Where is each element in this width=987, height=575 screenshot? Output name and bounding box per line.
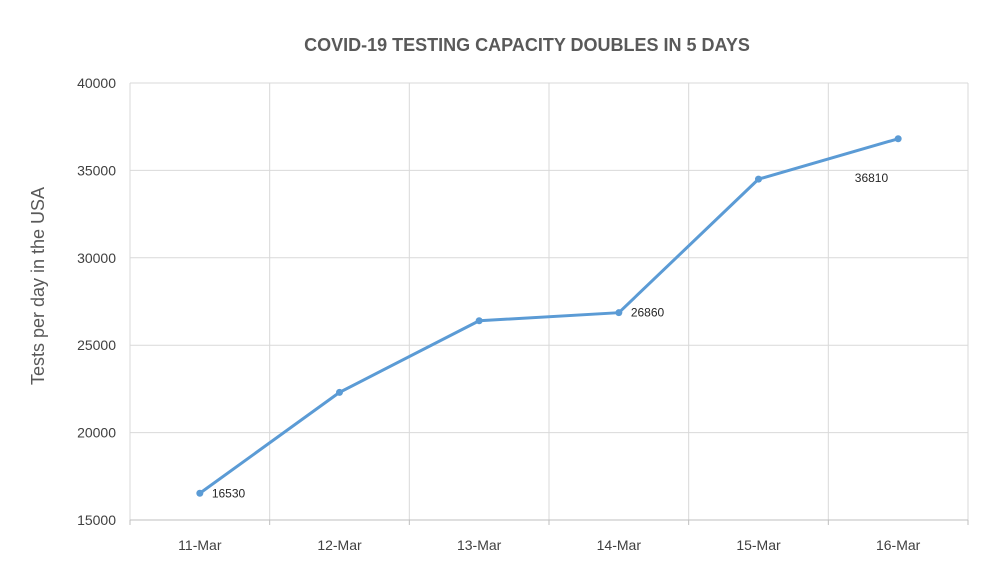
y-tick-label: 35000 <box>77 162 116 178</box>
x-tick-label: 14-Mar <box>597 537 642 553</box>
x-tick-label: 11-Mar <box>178 537 222 553</box>
data-point <box>196 489 204 497</box>
data-point <box>336 388 343 396</box>
data-label: 26860 <box>631 306 665 320</box>
series-line <box>198 137 900 495</box>
data-label: 36810 <box>855 171 889 185</box>
gridlines <box>129 82 969 520</box>
data-label: 16530 <box>212 486 246 500</box>
axes <box>129 519 969 525</box>
data-point <box>615 309 623 317</box>
x-tick-label: 16-Mar <box>876 537 921 553</box>
labels: 15000 20000 25000 30000 35000 40000 11-Mar 12-M… <box>77 75 921 553</box>
y-tick-label: 20000 <box>77 425 116 441</box>
y-tick-label: 30000 <box>77 250 116 266</box>
data-point <box>755 175 762 183</box>
series <box>196 135 902 497</box>
y-axis-title: Tests per day in the USA <box>28 187 48 385</box>
x-tick-label: 15-Mar <box>736 537 781 553</box>
x-tick-label: 13-Mar <box>457 537 502 553</box>
y-tick-label: 40000 <box>77 75 116 91</box>
y-tick-label: 25000 <box>77 337 116 353</box>
x-tick-label: 12-Mar <box>317 537 362 553</box>
chart-title: COVID-19 TESTING CAPACITY DOUBLES IN 5 D… <box>304 35 750 55</box>
data-point <box>475 317 483 325</box>
y-tick-label: 15000 <box>77 512 116 528</box>
data-point <box>894 135 902 143</box>
